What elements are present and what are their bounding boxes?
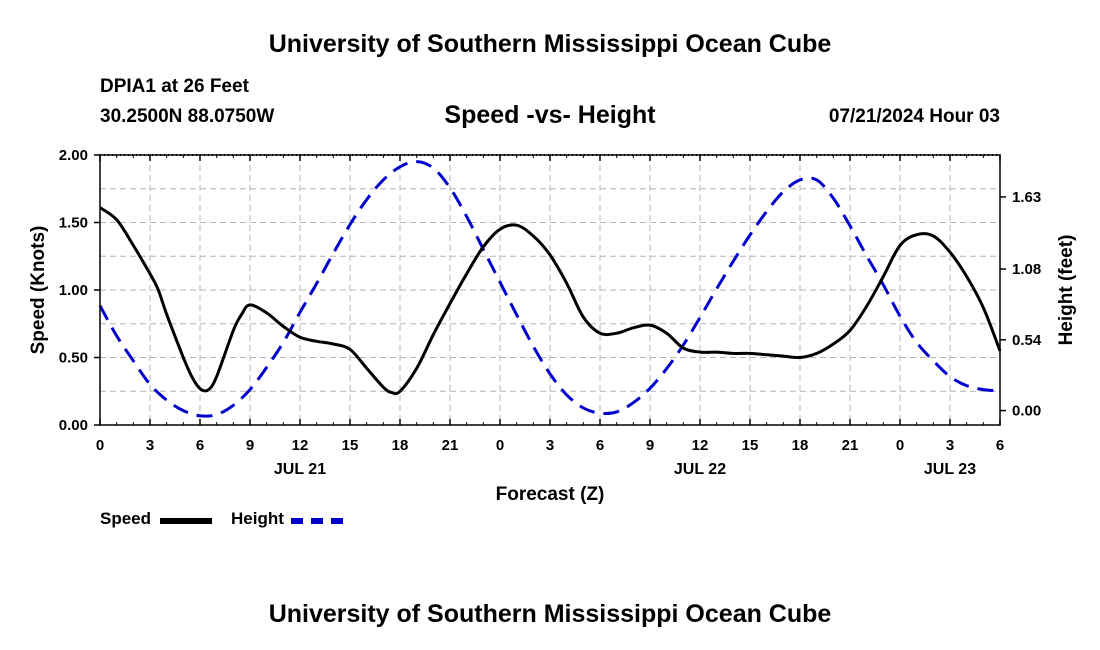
y-tick-label: 1.00 [59,282,88,299]
chart-series [98,160,1002,418]
legend-height-swatch [291,518,343,524]
x-tick-label: 15 [742,437,759,454]
y2-tick-label: 0.54 [1012,332,1042,349]
x-tick-label: 9 [646,437,654,454]
y-tick-label: 2.00 [59,147,88,164]
speed-series-line [99,206,1002,396]
chart-axes: 0 3 6 9 12 15 18 21 0 3 6 9 12 15 18 21 0 3 6 JUL 21 JUL 22 J… [59,147,1042,478]
x-tick-label: 15 [342,437,359,454]
x-tick-label: 18 [792,437,809,454]
x-tick-label: 0 [96,437,104,454]
y2-axis-label: Height (feet) [1056,235,1077,346]
x-tick-label: 6 [996,437,1004,454]
main-title: University of Southern Mississippi Ocean… [268,30,832,58]
y2-tick-label: 1.08 [1012,261,1041,278]
y-tick-label: 0.00 [59,417,88,434]
y2-tick-label: 1.63 [1012,189,1041,206]
x-tick-label: 21 [842,437,859,454]
footer-title: University of Southern Mississippi Ocean… [268,600,832,628]
x-axis-label: Forecast (Z) [496,484,605,505]
x-tick-label: 0 [496,437,504,454]
x-tick-label: 12 [692,437,709,454]
x-tick-label: 3 [946,437,954,454]
date-label: JUL 23 [924,461,976,478]
x-tick-label: 6 [196,437,204,454]
x-tick-label: 3 [146,437,154,454]
legend-height-label: Height [231,509,284,528]
chart-title: Speed -vs- Height [444,101,656,129]
x-tick-label: 12 [292,437,309,454]
date-label: JUL 21 [274,461,326,478]
height-series-line [98,160,1001,418]
station-coordinates: 30.2500N 88.0750W [100,106,275,127]
x-tick-label: 9 [246,437,254,454]
date-label: JUL 22 [674,461,726,478]
forecast-run-time: 07/21/2024 Hour 03 [828,106,1000,127]
x-tick-label: 21 [442,437,459,454]
x-tick-label: 0 [896,437,904,454]
y-tick-label: 0.50 [59,350,88,367]
grid-lines [100,155,1000,425]
legend-speed-label: Speed [100,509,152,528]
x-tick-label: 6 [596,437,604,454]
station-name: DPIA1 at 26 Feet [100,76,249,97]
x-tick-label: 3 [546,437,554,454]
legend-speed-swatch [160,518,212,524]
y-axis-label: Speed (Knots) [28,226,49,355]
y2-tick-label: 0.00 [1012,403,1041,420]
y-tick-label: 1.50 [59,215,88,232]
x-tick-label: 18 [392,437,409,454]
